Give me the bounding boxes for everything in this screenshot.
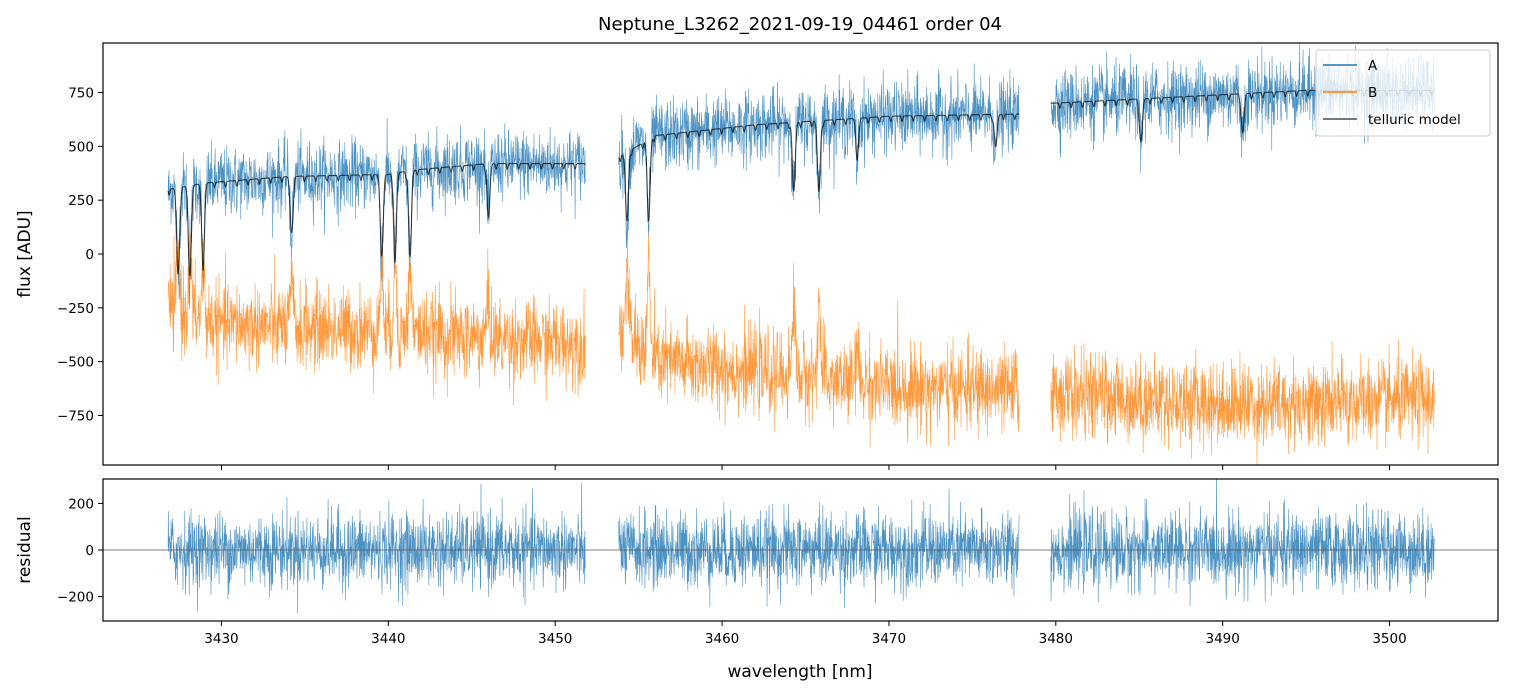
legend: A B telluric model bbox=[1315, 49, 1491, 137]
top-y-tick-label: −750 bbox=[57, 408, 94, 424]
bottom-x-tick-label: 3440 bbox=[371, 631, 405, 647]
top-y-tick-label: 0 bbox=[85, 247, 94, 263]
chart-title: Neptune_L3262_2021-09-19_04461 order 04 bbox=[598, 14, 1002, 35]
top-y-tick-label: −500 bbox=[57, 355, 94, 371]
legend-label-B: B bbox=[1368, 85, 1377, 101]
bottom-y-tick-label: 0 bbox=[85, 543, 94, 559]
bottom-x-tick-label: 3430 bbox=[204, 631, 238, 647]
top-y-tick-label: 750 bbox=[68, 86, 94, 102]
top-y-tick-label: 250 bbox=[68, 193, 94, 209]
legend-label-A: A bbox=[1368, 58, 1378, 74]
x-axis-label: wavelength [nm] bbox=[727, 662, 872, 682]
top-y-axis-label: flux [ADU] bbox=[15, 210, 35, 297]
legend-frame bbox=[1315, 49, 1491, 137]
bottom-y-axis: −200 0 200 bbox=[57, 496, 103, 606]
top-y-tick-label: −250 bbox=[57, 301, 94, 317]
top-x-axis-ticks bbox=[220, 465, 1391, 470]
bottom-x-tick-label: 3450 bbox=[538, 631, 572, 647]
top-plot-area bbox=[167, 43, 1435, 465]
bottom-x-tick-label: 3500 bbox=[1372, 631, 1406, 647]
series-A-line bbox=[167, 43, 1435, 310]
bottom-x-tick-label: 3470 bbox=[872, 631, 906, 647]
bottom-x-tick-label: 3460 bbox=[705, 631, 739, 647]
bottom-y-tick-label: −200 bbox=[57, 590, 94, 606]
legend-label-model: telluric model bbox=[1368, 112, 1461, 128]
bottom-x-axis: 3430 3440 3450 3460 3470 3480 3490 3500 bbox=[204, 621, 1407, 647]
top-y-tick-label: 500 bbox=[68, 139, 94, 155]
bottom-x-tick-label: 3490 bbox=[1205, 631, 1239, 647]
top-panel: −750 −500 −250 0 250 500 750 flux [ADU] A B te… bbox=[15, 42, 1499, 470]
bottom-y-axis-label: residual bbox=[15, 516, 35, 583]
bottom-plot-area bbox=[103, 479, 1498, 613]
top-y-axis: −750 −500 −250 0 250 500 750 bbox=[57, 86, 103, 424]
bottom-x-tick-label: 3480 bbox=[1039, 631, 1073, 647]
series-B-line bbox=[167, 212, 1435, 465]
bottom-y-tick-label: 200 bbox=[68, 496, 94, 512]
bottom-panel: −200 0 200 3430 3440 3450 3460 3470 3480 3490 350… bbox=[15, 478, 1499, 682]
series-residual-line bbox=[167, 479, 1435, 613]
